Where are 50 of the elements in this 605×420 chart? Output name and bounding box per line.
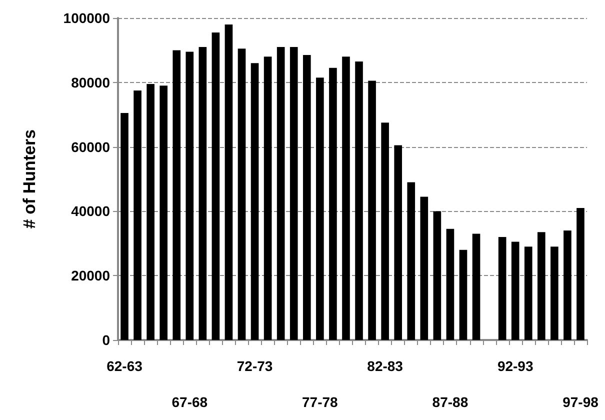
- bar: [394, 145, 402, 340]
- bar: [224, 24, 233, 340]
- bar: [420, 196, 428, 340]
- bar: [564, 230, 572, 340]
- y-tick-label: 20000: [71, 268, 110, 284]
- bar: [276, 46, 285, 340]
- bar: [186, 52, 194, 340]
- bar: [537, 232, 546, 340]
- bar: [433, 211, 442, 340]
- bar: [264, 56, 272, 340]
- bar: [459, 250, 468, 340]
- bar: [524, 246, 532, 340]
- bar: [368, 80, 376, 340]
- bar: [511, 242, 520, 340]
- bar: [250, 63, 259, 340]
- y-tick-label: 100000: [63, 10, 110, 26]
- bar: [134, 90, 142, 340]
- bar: [198, 46, 207, 340]
- bar: [120, 112, 128, 340]
- bar: [238, 48, 246, 340]
- x-tick-label: 82-83: [367, 358, 404, 374]
- x-tick-label: 92-93: [497, 358, 534, 374]
- x-tick-label: 72-73: [236, 358, 273, 374]
- bar: [316, 78, 324, 340]
- bar: [146, 84, 154, 340]
- bar: [212, 32, 220, 340]
- bar: [172, 50, 181, 340]
- bar: [407, 182, 416, 340]
- bar: [472, 234, 480, 340]
- bar: [302, 55, 311, 340]
- bar: [446, 228, 454, 340]
- bar: [498, 236, 506, 340]
- y-axis-title: # of Hunters: [20, 129, 39, 229]
- bar: [160, 86, 168, 340]
- bar: [576, 208, 584, 340]
- bar: [290, 46, 298, 340]
- x-tick-label: 62-63: [106, 358, 143, 374]
- bar: [355, 61, 363, 340]
- y-tick-label: 0: [102, 332, 110, 348]
- bar: [342, 56, 350, 340]
- x-tick-label: 77-78: [302, 394, 338, 410]
- x-tick-label: 67-68: [172, 394, 208, 410]
- bar: [381, 122, 389, 340]
- y-tick-label: 80000: [71, 74, 110, 90]
- x-tick-label: 97-98: [562, 394, 599, 410]
- x-tick-label: 87-88: [432, 394, 468, 410]
- bar: [550, 246, 558, 340]
- y-tick-label: 60000: [71, 138, 110, 155]
- bar: [329, 68, 337, 340]
- y-tick-label: 40000: [71, 203, 110, 220]
